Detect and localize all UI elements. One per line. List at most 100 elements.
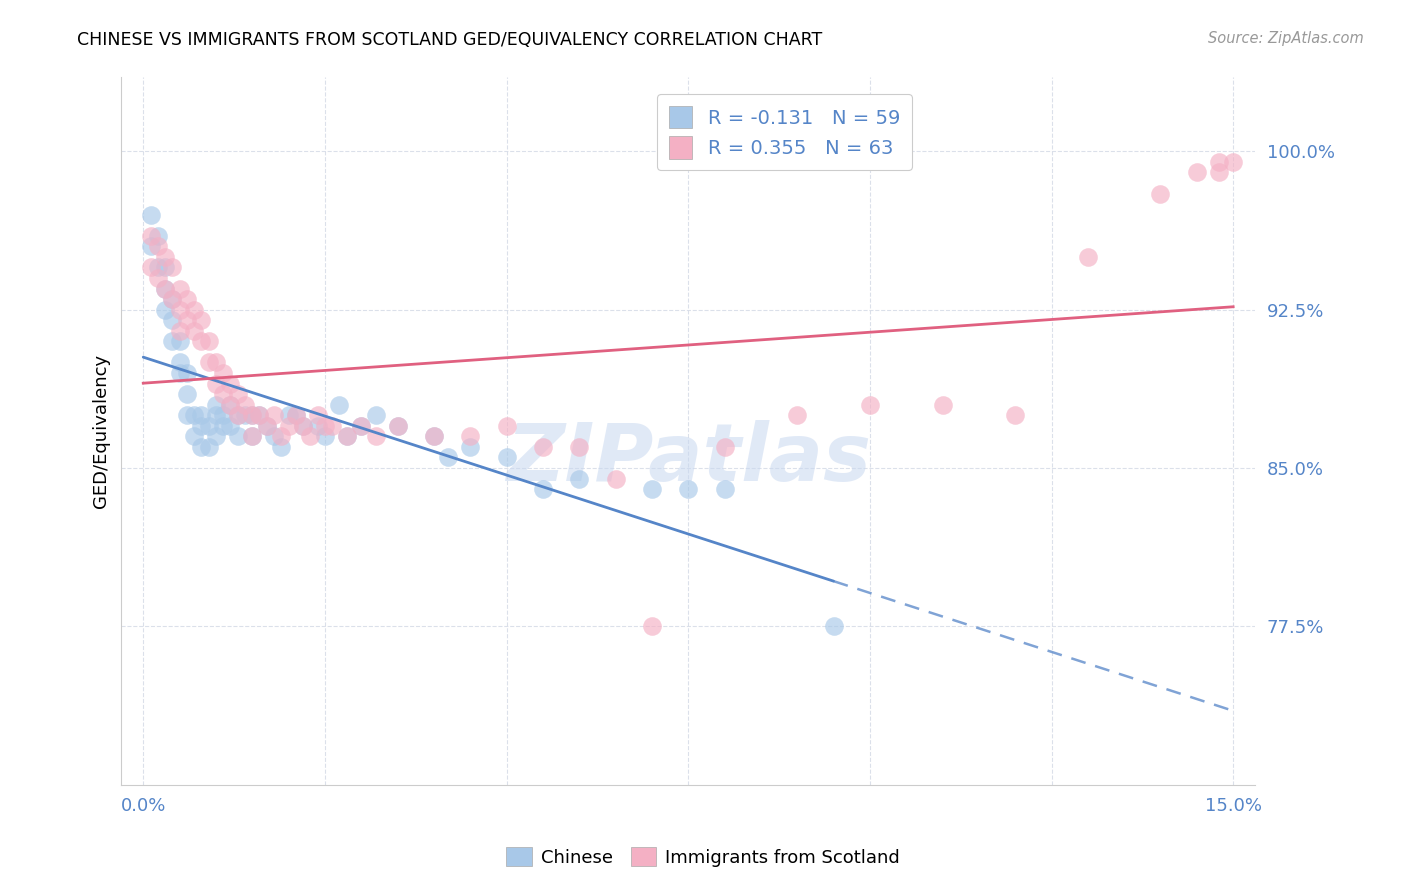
Point bbox=[240, 429, 263, 443]
Point bbox=[219, 418, 242, 433]
Point bbox=[350, 418, 373, 433]
Point bbox=[153, 302, 176, 317]
Point bbox=[277, 409, 299, 423]
Point bbox=[190, 313, 212, 327]
Point bbox=[284, 409, 307, 423]
Point bbox=[146, 260, 169, 275]
Point bbox=[219, 376, 242, 391]
Point bbox=[495, 450, 517, 465]
Point bbox=[1222, 154, 1244, 169]
Point bbox=[226, 409, 249, 423]
Point bbox=[713, 440, 735, 454]
Point bbox=[270, 440, 292, 454]
Point bbox=[190, 334, 212, 349]
Point bbox=[568, 440, 591, 454]
Point bbox=[292, 418, 315, 433]
Point bbox=[183, 429, 205, 443]
Point bbox=[205, 355, 228, 369]
Point bbox=[256, 418, 278, 433]
Point bbox=[153, 282, 176, 296]
Point bbox=[387, 418, 409, 433]
Point bbox=[162, 292, 184, 306]
Point bbox=[328, 398, 350, 412]
Point bbox=[336, 429, 359, 443]
Point bbox=[176, 313, 198, 327]
Point bbox=[212, 387, 235, 401]
Point bbox=[139, 260, 162, 275]
Point bbox=[176, 366, 198, 380]
Point bbox=[423, 429, 446, 443]
Point bbox=[1004, 409, 1026, 423]
Point bbox=[146, 271, 169, 285]
Point bbox=[676, 482, 699, 496]
Point bbox=[212, 409, 235, 423]
Text: Source: ZipAtlas.com: Source: ZipAtlas.com bbox=[1208, 31, 1364, 46]
Point bbox=[1185, 165, 1208, 179]
Point bbox=[183, 302, 205, 317]
Point bbox=[169, 324, 191, 338]
Point bbox=[314, 429, 336, 443]
Point bbox=[162, 313, 184, 327]
Point bbox=[249, 409, 271, 423]
Point bbox=[495, 418, 517, 433]
Point bbox=[1077, 250, 1099, 264]
Point bbox=[307, 418, 329, 433]
Point bbox=[162, 334, 184, 349]
Point bbox=[314, 418, 336, 433]
Point bbox=[263, 429, 285, 443]
Legend: Chinese, Immigrants from Scotland: Chinese, Immigrants from Scotland bbox=[499, 840, 907, 874]
Point bbox=[197, 334, 219, 349]
Point bbox=[713, 482, 735, 496]
Point bbox=[205, 376, 228, 391]
Point bbox=[169, 355, 191, 369]
Point bbox=[197, 418, 219, 433]
Point bbox=[299, 429, 322, 443]
Legend: R = -0.131   N = 59, R = 0.355   N = 63: R = -0.131 N = 59, R = 0.355 N = 63 bbox=[657, 95, 912, 170]
Point bbox=[307, 409, 329, 423]
Point bbox=[219, 398, 242, 412]
Point bbox=[1208, 165, 1230, 179]
Point bbox=[139, 239, 162, 253]
Point bbox=[233, 409, 256, 423]
Point bbox=[387, 418, 409, 433]
Point bbox=[197, 355, 219, 369]
Point bbox=[786, 409, 808, 423]
Point bbox=[146, 228, 169, 243]
Point bbox=[205, 409, 228, 423]
Point bbox=[197, 440, 219, 454]
Point bbox=[212, 366, 235, 380]
Point bbox=[162, 292, 184, 306]
Point bbox=[240, 409, 263, 423]
Point bbox=[190, 418, 212, 433]
Point bbox=[212, 418, 235, 433]
Point bbox=[233, 398, 256, 412]
Point bbox=[458, 429, 481, 443]
Point bbox=[931, 398, 953, 412]
Point bbox=[169, 334, 191, 349]
Point bbox=[176, 387, 198, 401]
Point bbox=[568, 472, 591, 486]
Point bbox=[350, 418, 373, 433]
Point bbox=[240, 429, 263, 443]
Point bbox=[153, 260, 176, 275]
Point bbox=[226, 409, 249, 423]
Point bbox=[190, 409, 212, 423]
Point bbox=[284, 409, 307, 423]
Point bbox=[292, 418, 315, 433]
Point bbox=[226, 387, 249, 401]
Point bbox=[605, 472, 627, 486]
Point bbox=[183, 409, 205, 423]
Point bbox=[263, 409, 285, 423]
Point bbox=[183, 324, 205, 338]
Y-axis label: GED/Equivalency: GED/Equivalency bbox=[93, 354, 110, 508]
Point bbox=[458, 440, 481, 454]
Point bbox=[249, 409, 271, 423]
Point bbox=[205, 429, 228, 443]
Point bbox=[859, 398, 882, 412]
Point bbox=[190, 440, 212, 454]
Point bbox=[423, 429, 446, 443]
Point bbox=[641, 482, 664, 496]
Point bbox=[139, 208, 162, 222]
Point bbox=[364, 429, 387, 443]
Point bbox=[1208, 154, 1230, 169]
